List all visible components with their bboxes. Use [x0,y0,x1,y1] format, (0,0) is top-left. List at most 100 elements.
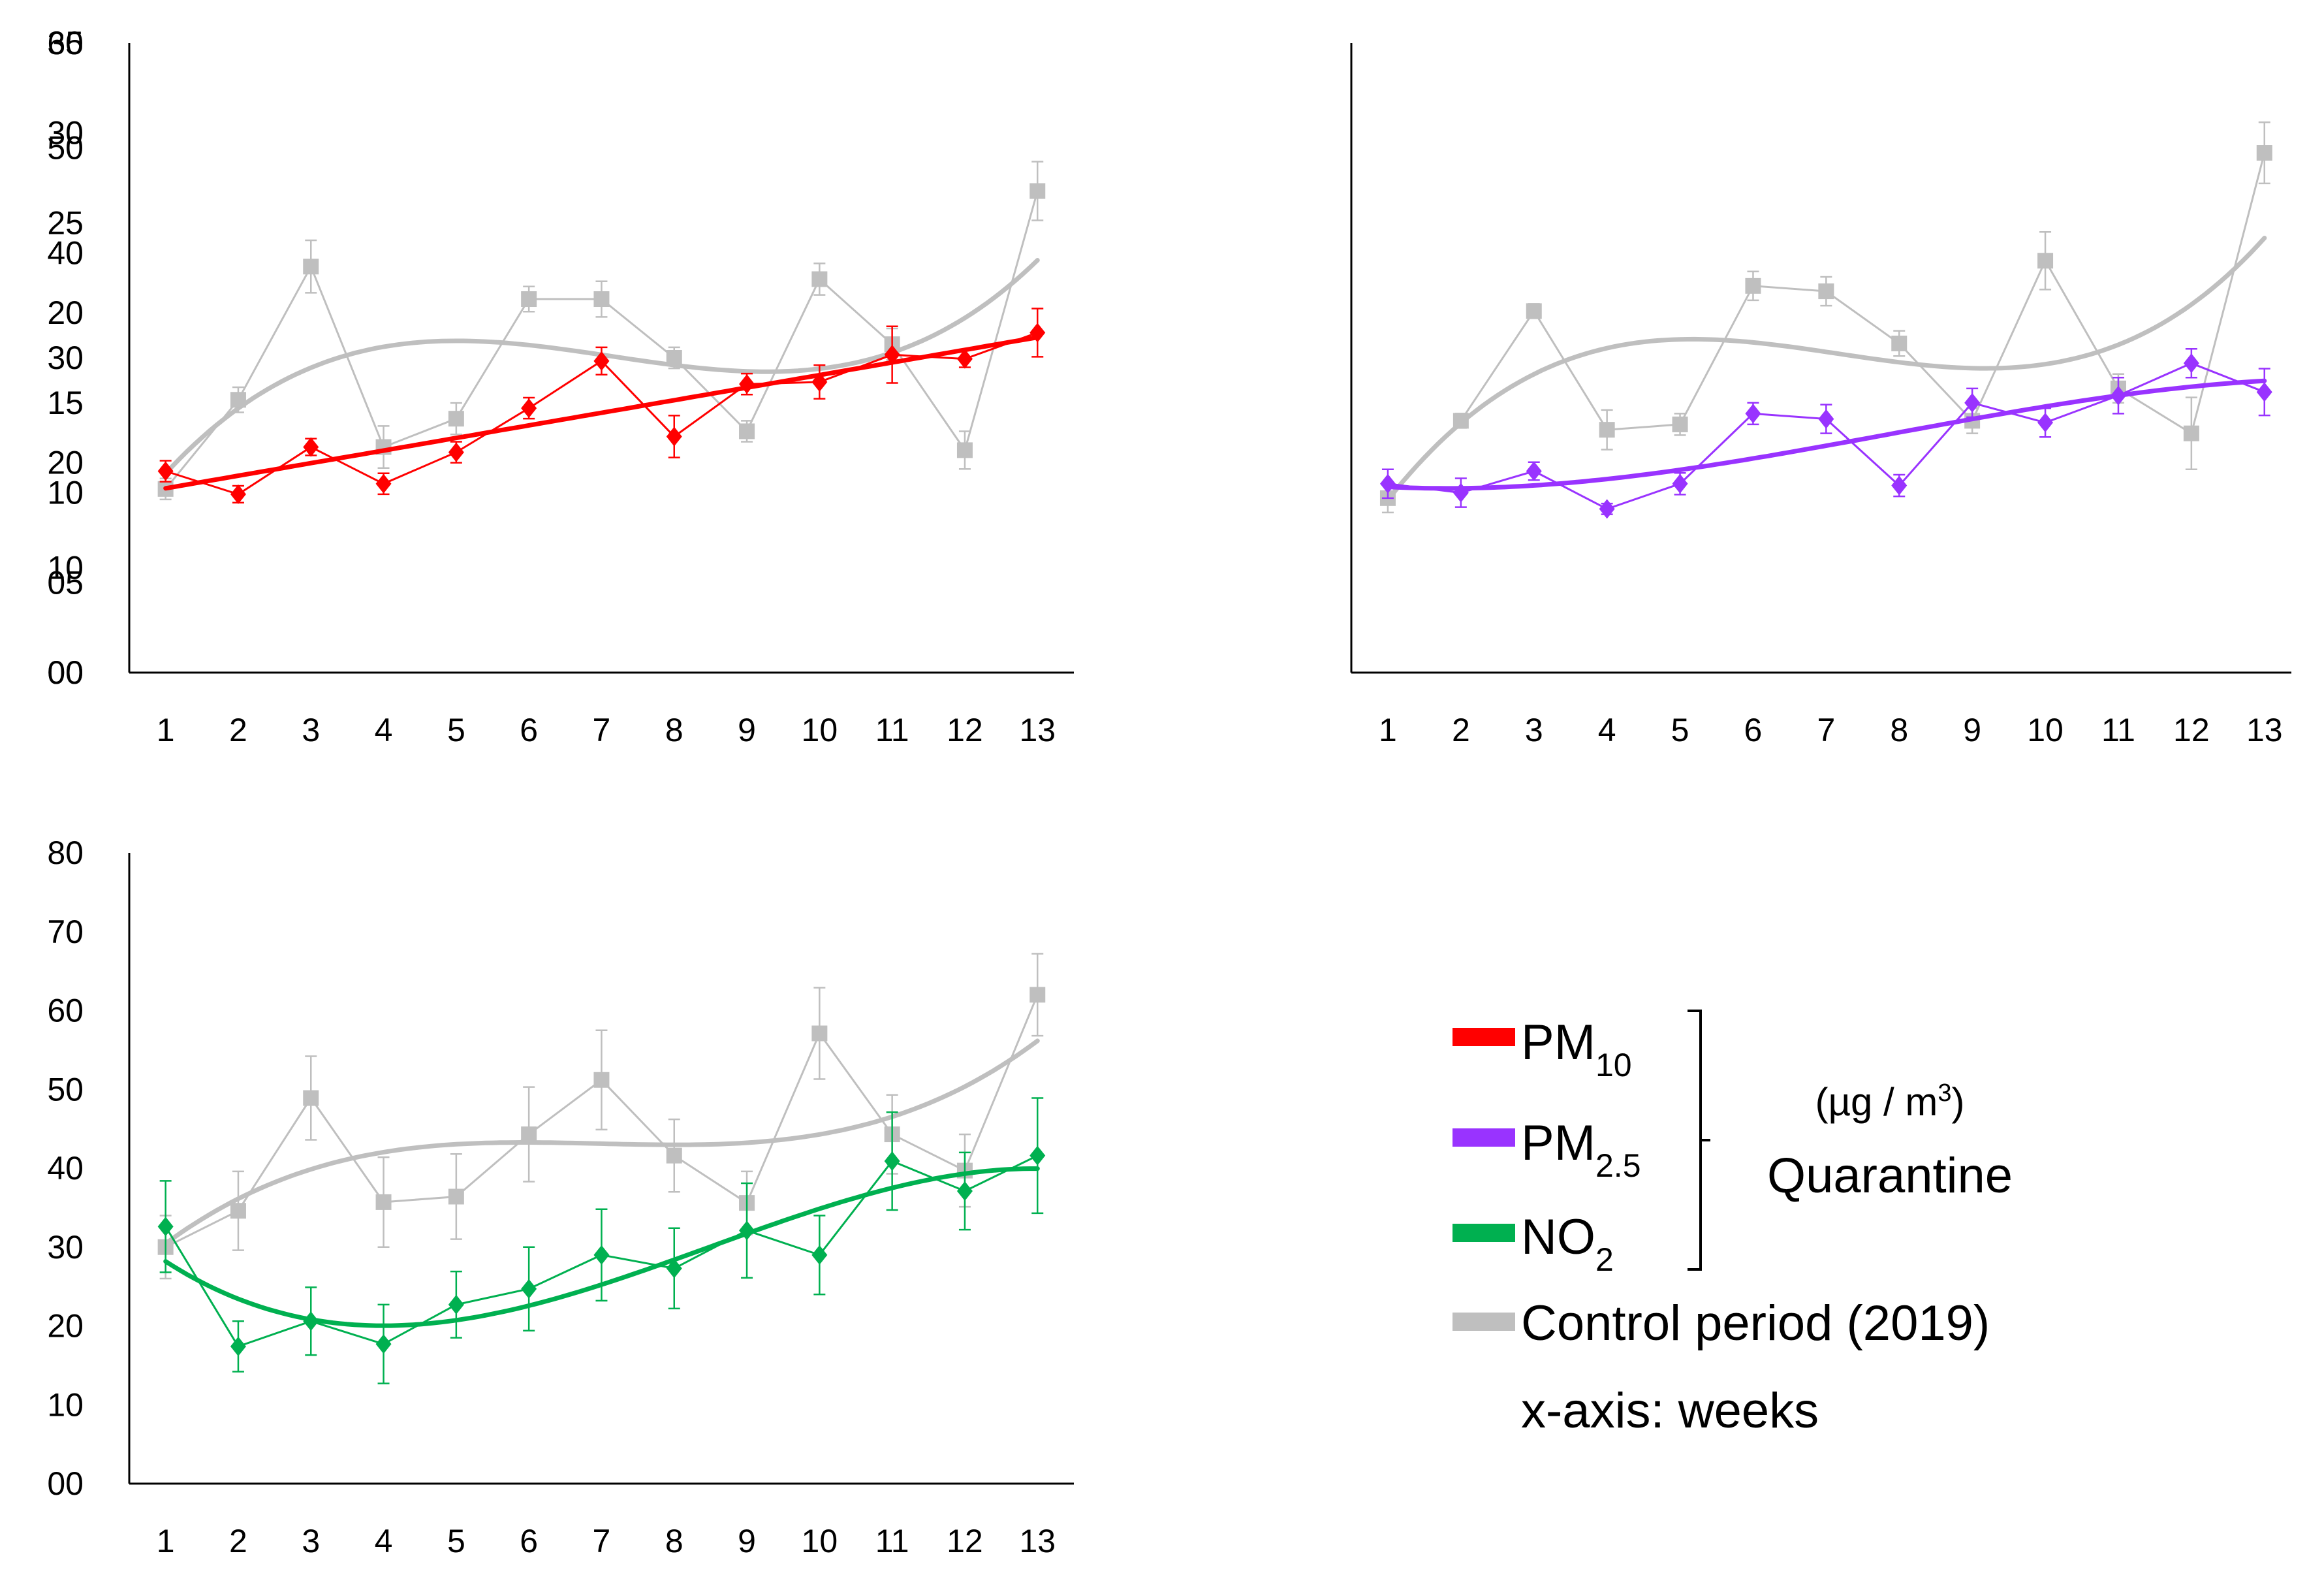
no2-data-point [230,1203,246,1219]
legend-label-no2-main: NO [1521,1209,1595,1265]
legend-label-pm10: PM10 [1521,1015,1632,1083]
pm25-series-control [1379,121,2272,514]
pm25-data-point [1745,278,1761,294]
pm25-data-point [1599,499,1615,519]
quarantine-bracket [1688,1010,1710,1271]
pm25-series-quarantine [1379,347,2272,519]
unit-label-sup: 3 [1938,1079,1951,1107]
pm10-x-tick-label: 8 [665,712,683,748]
no2-x-tick-label: 13 [1019,1523,1056,1559]
no2-x-tick-label: 8 [665,1523,683,1559]
no2-x-tick-label: 1 [157,1523,175,1559]
x-axis-note: x-axis: weeks [1521,1383,1819,1439]
no2-y-tick-label: 50 [47,1071,84,1107]
pm25-data-point [1452,413,1469,429]
pm10-data-point [811,372,828,392]
pm10-x-tick-label: 10 [802,712,838,748]
no2-x-tick-label: 4 [375,1523,393,1559]
pm25-data-point [1452,483,1469,503]
legend-swatch-control [1452,1313,1515,1331]
pm10-data-point [666,350,682,366]
no2-data-point [739,1220,755,1241]
pm10-data-point [1029,183,1046,199]
pm10-data-point [448,411,464,427]
pm25-x-tick-label: 4 [1598,712,1616,748]
legend-label-no2-sub: 2 [1595,1241,1614,1278]
pm10-y-tick-label: 60 [47,25,84,61]
pm25-data-point [1818,283,1834,300]
pm25-y-tick-label: 30 [47,115,84,151]
pm25-data-point [1599,422,1615,438]
no2-data-point [521,1126,537,1143]
no2-data-point [593,1245,610,1265]
pm10-y-tick-label: 20 [47,445,84,481]
pm25-data-point [1891,475,1908,496]
no2-data-point [375,1334,392,1354]
pm25-x-tick-label: 9 [1963,712,1981,748]
legend-swatch-pm10 [1452,1028,1515,1046]
legend-label-no2: NO2 [1521,1209,1614,1278]
pm25-y-tick-label: 00 [47,654,84,691]
pm10-data-point [375,473,392,494]
pm10-data-point [739,423,755,439]
pm10-data-point [956,349,973,369]
pm10-data-point [1029,323,1046,343]
pm10-data-point [230,392,246,408]
pm10-data-point [448,442,464,462]
pm10-data-point [593,291,610,308]
no2-y-tick-label: 40 [47,1150,84,1187]
pm10-x-tick-label: 11 [875,712,909,748]
no2-y-tick-label: 10 [47,1386,84,1423]
pm10-x-tick-label: 7 [593,712,611,748]
pm10-y-tick-label: 40 [47,234,84,271]
pm25-data-point [1526,461,1542,481]
no2-data-point [375,1194,392,1210]
no2-data-point [666,1258,682,1279]
no2-x-tick-label: 2 [229,1523,247,1559]
pm25-data-point [2256,145,2272,161]
pm10-series-control [157,161,1046,501]
pm25-x-tick-label: 6 [1744,712,1763,748]
legend-label-pm25-main: PM [1521,1115,1595,1171]
pm25-x-tick-label: 11 [2101,712,2135,748]
pm25-data-point [2110,385,2126,406]
pm25-x-tick-label: 13 [2246,712,2283,748]
pm10-y-tick-label: 10 [47,549,84,586]
pm25-data-point [1891,335,1908,351]
no2-x-tick-label: 12 [947,1523,983,1559]
pm25-x-tick-label: 2 [1452,712,1470,748]
no2-data-point [811,1245,828,1265]
legend-label-pm10-sub: 10 [1595,1047,1632,1083]
no2-data-point [230,1336,246,1356]
pm10-series-line [165,191,1039,490]
pm25-data-point [2183,353,2199,374]
pm25-data-point [1672,473,1688,494]
no2-x-tick-label: 5 [447,1523,465,1559]
pm25-data-point [1379,473,1396,494]
pm10-data-point [884,345,900,365]
legend-label-pm25: PM2.5 [1521,1115,1641,1184]
pm10-data-point [593,351,610,371]
pm10-y-tick-label: 50 [47,130,84,167]
unit-label-prefix: (µg / m [1815,1080,1938,1124]
pm10-data-point [956,442,973,458]
no2-data-point [157,1217,174,1237]
no2-y-tick-label: 00 [47,1465,84,1502]
no2-y-tick-label: 80 [47,835,84,871]
pm25-data-point [1526,303,1542,319]
no2-y-tick-label: 30 [47,1229,84,1266]
no2-y-tick-label: 20 [47,1308,84,1345]
pm25-data-point [2256,382,2272,402]
pm10-data-point [811,271,828,287]
no2-x-tick-label: 9 [738,1523,756,1559]
no2-data-point [884,1151,900,1171]
no2-x-tick-label: 7 [593,1523,611,1559]
pm10-data-point [666,426,682,447]
no2-data-point [448,1188,464,1205]
pm25-data-point [2183,425,2199,441]
pm10-x-tick-label: 2 [229,712,247,748]
